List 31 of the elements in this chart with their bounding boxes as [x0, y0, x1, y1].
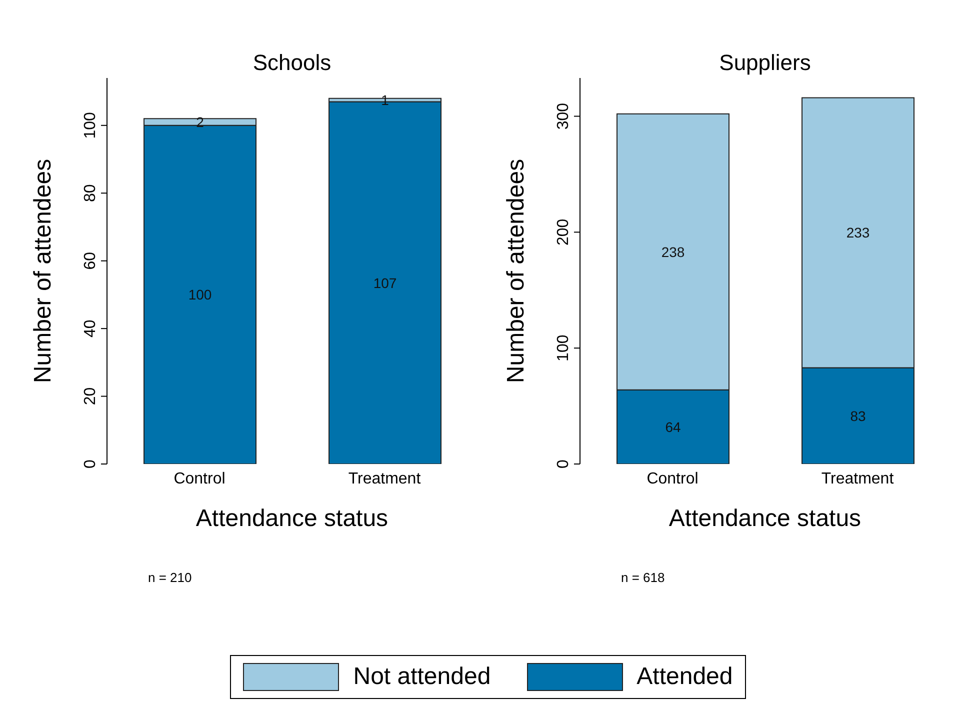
legend-label: Not attended [353, 663, 491, 691]
y-axis-title: Number of attendees [30, 158, 57, 384]
y-tick-label: 60 [82, 252, 99, 270]
text: n = 210 [148, 570, 192, 585]
data-label: 83 [850, 408, 866, 424]
data-label: 233 [846, 224, 870, 241]
y-tick-label: 0 [82, 459, 99, 468]
x-tick-label: Control [174, 470, 226, 488]
chart-title: Suppliers [718, 50, 812, 76]
y-tick-label: 40 [82, 320, 99, 338]
y-tick-label: 80 [82, 184, 99, 202]
x-tick-label: Treatment [348, 470, 422, 488]
x-tick-label: Control [646, 470, 698, 488]
x-axis-title: Attendance status [668, 505, 862, 532]
data-label: 1 [381, 92, 390, 108]
x-tick-label: Treatment [821, 470, 894, 488]
chart-title: Schools [252, 50, 332, 76]
text: n = 618 [621, 570, 665, 585]
y-axis-title: Number of attendees [502, 158, 530, 384]
y-tick-label: 200 [555, 218, 572, 246]
x-axis-title: Attendance status [196, 505, 388, 532]
data-label: 238 [661, 244, 685, 260]
y-tick-label: 20 [82, 387, 99, 406]
data-label: 100 [188, 286, 212, 303]
legend-label: Attended [636, 663, 733, 691]
y-tick-label: 300 [555, 102, 572, 130]
y-tick-label: 100 [555, 334, 572, 362]
data-label: 107 [373, 274, 397, 291]
data-label: 64 [665, 418, 681, 435]
y-tick-label: 0 [555, 459, 572, 468]
y-tick-label: 100 [82, 112, 99, 139]
